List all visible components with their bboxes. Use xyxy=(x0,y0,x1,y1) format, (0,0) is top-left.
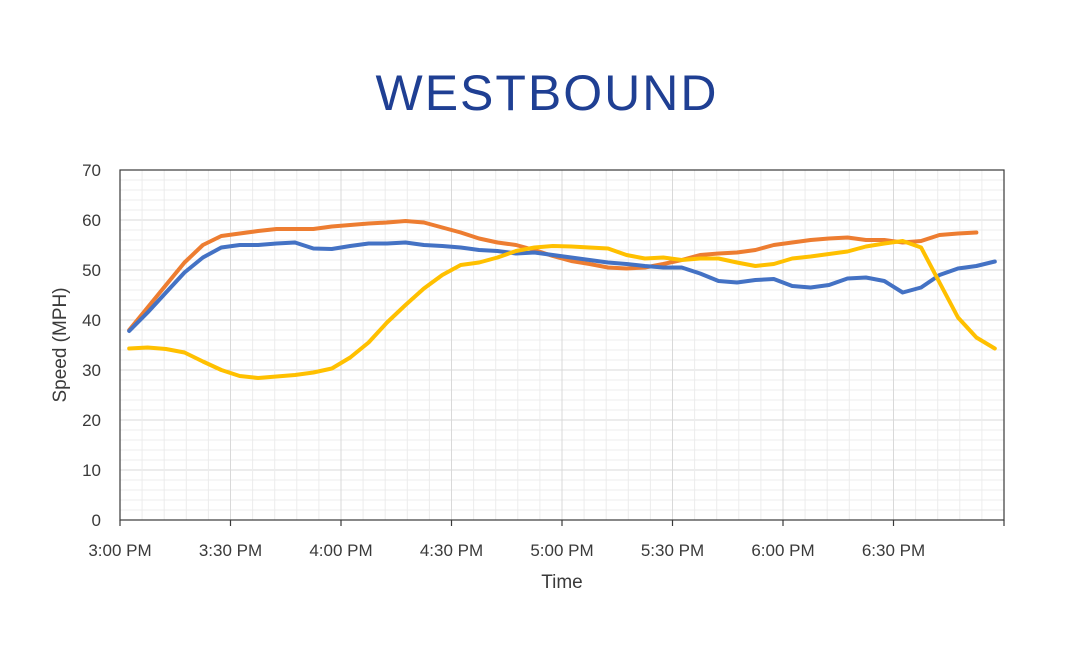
x-tick-label: 3:00 PM xyxy=(88,541,151,560)
x-tick-label: 4:30 PM xyxy=(420,541,483,560)
x-tick-label: 5:30 PM xyxy=(641,541,704,560)
y-tick-label: 0 xyxy=(92,511,101,530)
y-tick-label: 60 xyxy=(82,211,101,230)
x-tick-label: 3:30 PM xyxy=(199,541,262,560)
x-tick-label: 4:00 PM xyxy=(309,541,372,560)
y-axis-title: Speed (MPH) xyxy=(50,287,71,402)
chart-title: WESTBOUND xyxy=(375,65,719,121)
y-tick-label: 40 xyxy=(82,311,101,330)
gridlines xyxy=(120,170,1004,520)
x-axis-title: Time xyxy=(541,572,583,593)
series-lines xyxy=(127,219,997,380)
y-tick-label: 50 xyxy=(82,261,101,280)
series-line-3 xyxy=(127,239,997,380)
series-line-2 xyxy=(127,240,997,333)
x-tick-label: 5:00 PM xyxy=(530,541,593,560)
tick-labels: 0 10 20 30 40 50 60 70 3:00 PM 3:30 PM 4:00 PM 4:30… xyxy=(82,161,925,560)
y-tick-label: 70 xyxy=(82,161,101,180)
x-tick-label: 6:00 PM xyxy=(751,541,814,560)
y-tick-label: 30 xyxy=(82,361,101,380)
axes xyxy=(119,169,1005,526)
y-tick-label: 10 xyxy=(82,461,101,480)
y-tick-label: 20 xyxy=(82,411,101,430)
x-tick-label: 6:30 PM xyxy=(862,541,925,560)
